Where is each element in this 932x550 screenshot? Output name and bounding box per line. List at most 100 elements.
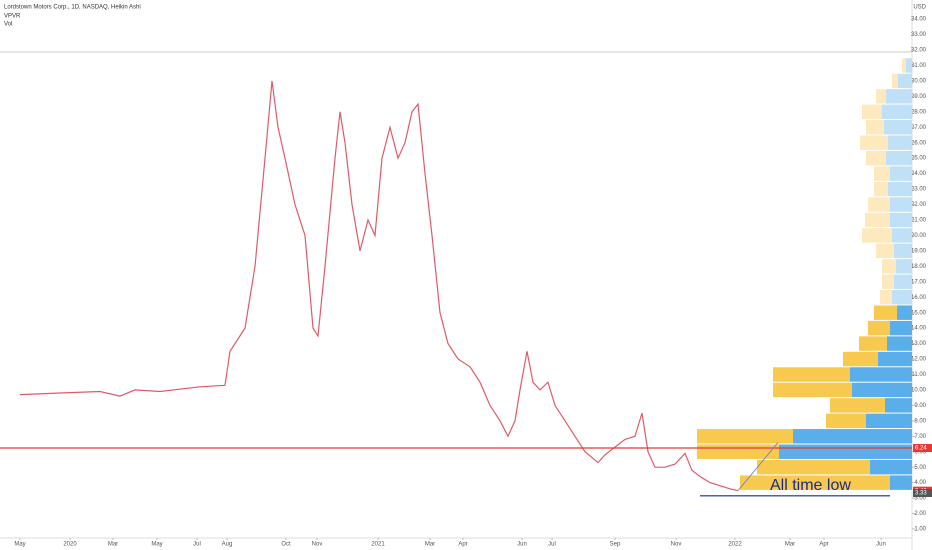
vp-down [882, 104, 912, 120]
vp-up [874, 166, 890, 181]
vp-up [773, 382, 852, 398]
x-tick-label: Aug [222, 542, 233, 548]
x-tick-label: 2020 [63, 542, 77, 548]
vp-down [888, 135, 912, 150]
vp-down [906, 58, 912, 73]
vp-up [874, 305, 897, 320]
y-tick-label: 13.00 [911, 341, 927, 347]
x-tick-label: Jul [548, 542, 556, 548]
vp-down [852, 382, 912, 398]
y-tick-label: 20.00 [911, 233, 927, 239]
y-tick-label: 11.00 [911, 372, 926, 378]
level-box [913, 488, 932, 497]
level-label: 6.24 [915, 446, 927, 452]
vp-up [862, 228, 892, 243]
vp-down [890, 212, 912, 228]
x-tick-label: Oct [281, 542, 291, 548]
chart-title: Lordstown Motors Corp., 1D, NASDAQ, Heik… [4, 5, 141, 11]
y-tick-label: 22.00 [911, 202, 927, 208]
vp-up [697, 429, 793, 444]
y-tick-label: 3.00 [914, 496, 926, 502]
vp-up [826, 413, 866, 429]
vp-up [843, 351, 878, 367]
y-tick-label: 17.00 [911, 279, 927, 285]
vp-up [876, 89, 886, 104]
vp-down [793, 429, 912, 444]
vp-up [740, 475, 890, 490]
vp-up [874, 181, 888, 197]
x-tick-label: Jul [193, 542, 201, 548]
y-tick-label: 5.00 [914, 465, 926, 471]
annotation: All time low [770, 477, 851, 494]
y-tick-label: 33.00 [911, 32, 927, 38]
vp-up [830, 398, 885, 413]
x-tick-label: Nov [671, 542, 682, 548]
vp-down [894, 243, 912, 259]
y-tick-label: 16.00 [911, 295, 927, 301]
vp-down [892, 228, 912, 243]
vp-down [779, 444, 912, 459]
vp-down [886, 150, 912, 166]
vp-up [859, 336, 887, 351]
y-tick-label: 8.00 [914, 418, 926, 424]
vp-down [888, 181, 912, 197]
x-tick-label: Mar [108, 542, 118, 548]
x-tick-label: May [151, 542, 162, 548]
vp-down [850, 367, 912, 382]
vp-down [897, 305, 912, 320]
y-tick-label: 34.00 [911, 17, 927, 23]
currency: USD [913, 5, 926, 11]
x-tick-label: Nov [312, 542, 323, 548]
vp-down [892, 290, 912, 305]
level-label: 3.33 [915, 491, 927, 497]
price-line [19, 80, 739, 492]
vp-up [868, 197, 890, 212]
y-tick-label: 10.00 [911, 388, 927, 394]
vp-down [878, 351, 912, 367]
y-tick-label: 14.00 [911, 326, 927, 332]
y-tick-label: 25.00 [911, 156, 927, 162]
vp-down [890, 197, 912, 212]
y-tick-label: 12.00 [911, 357, 927, 363]
vp-up [865, 212, 890, 228]
y-tick-label: 4.00 [914, 480, 926, 486]
vp-up [773, 367, 850, 382]
x-tick-label: Jun [876, 542, 886, 548]
vp-down [886, 89, 912, 104]
vp-up [882, 274, 894, 289]
x-tick-label: Jun [517, 542, 527, 548]
y-tick-label: 7.00 [914, 434, 926, 440]
y-tick-label: 28.00 [911, 109, 927, 115]
y-tick-label: 18.00 [911, 264, 927, 270]
vp-up [860, 135, 888, 150]
x-tick-label: Apr [819, 542, 828, 548]
vp-up [882, 259, 896, 274]
vp-up [862, 104, 882, 120]
vp-down [890, 475, 912, 490]
vp-down [894, 274, 912, 289]
y-tick-label: 15.00 [911, 310, 927, 316]
indicator: VPVR [4, 14, 21, 20]
x-tick-label: Mar [425, 542, 435, 548]
vp-down [887, 336, 912, 351]
vp-up [868, 320, 890, 336]
vp-up [876, 243, 894, 259]
y-tick-label: 6.00 [914, 449, 926, 455]
y-tick-label: 32.00 [911, 48, 927, 54]
vp-down [896, 259, 912, 274]
vp-down [885, 398, 912, 413]
vp-up [902, 58, 906, 73]
vp-up [757, 459, 870, 475]
y-tick-label: 31.00 [911, 63, 927, 69]
y-tick-label: 27.00 [911, 125, 927, 131]
vp-up [880, 290, 892, 305]
x-tick-label: Apr [458, 542, 467, 548]
vp-down [884, 120, 912, 135]
y-tick-label: 2.00 [914, 511, 926, 517]
x-tick-label: 2021 [371, 542, 385, 548]
x-tick-label: 2022 [728, 542, 742, 548]
vp-down [870, 459, 912, 475]
y-tick-label: 9.00 [914, 403, 926, 409]
x-tick-label: Sep [610, 542, 621, 548]
